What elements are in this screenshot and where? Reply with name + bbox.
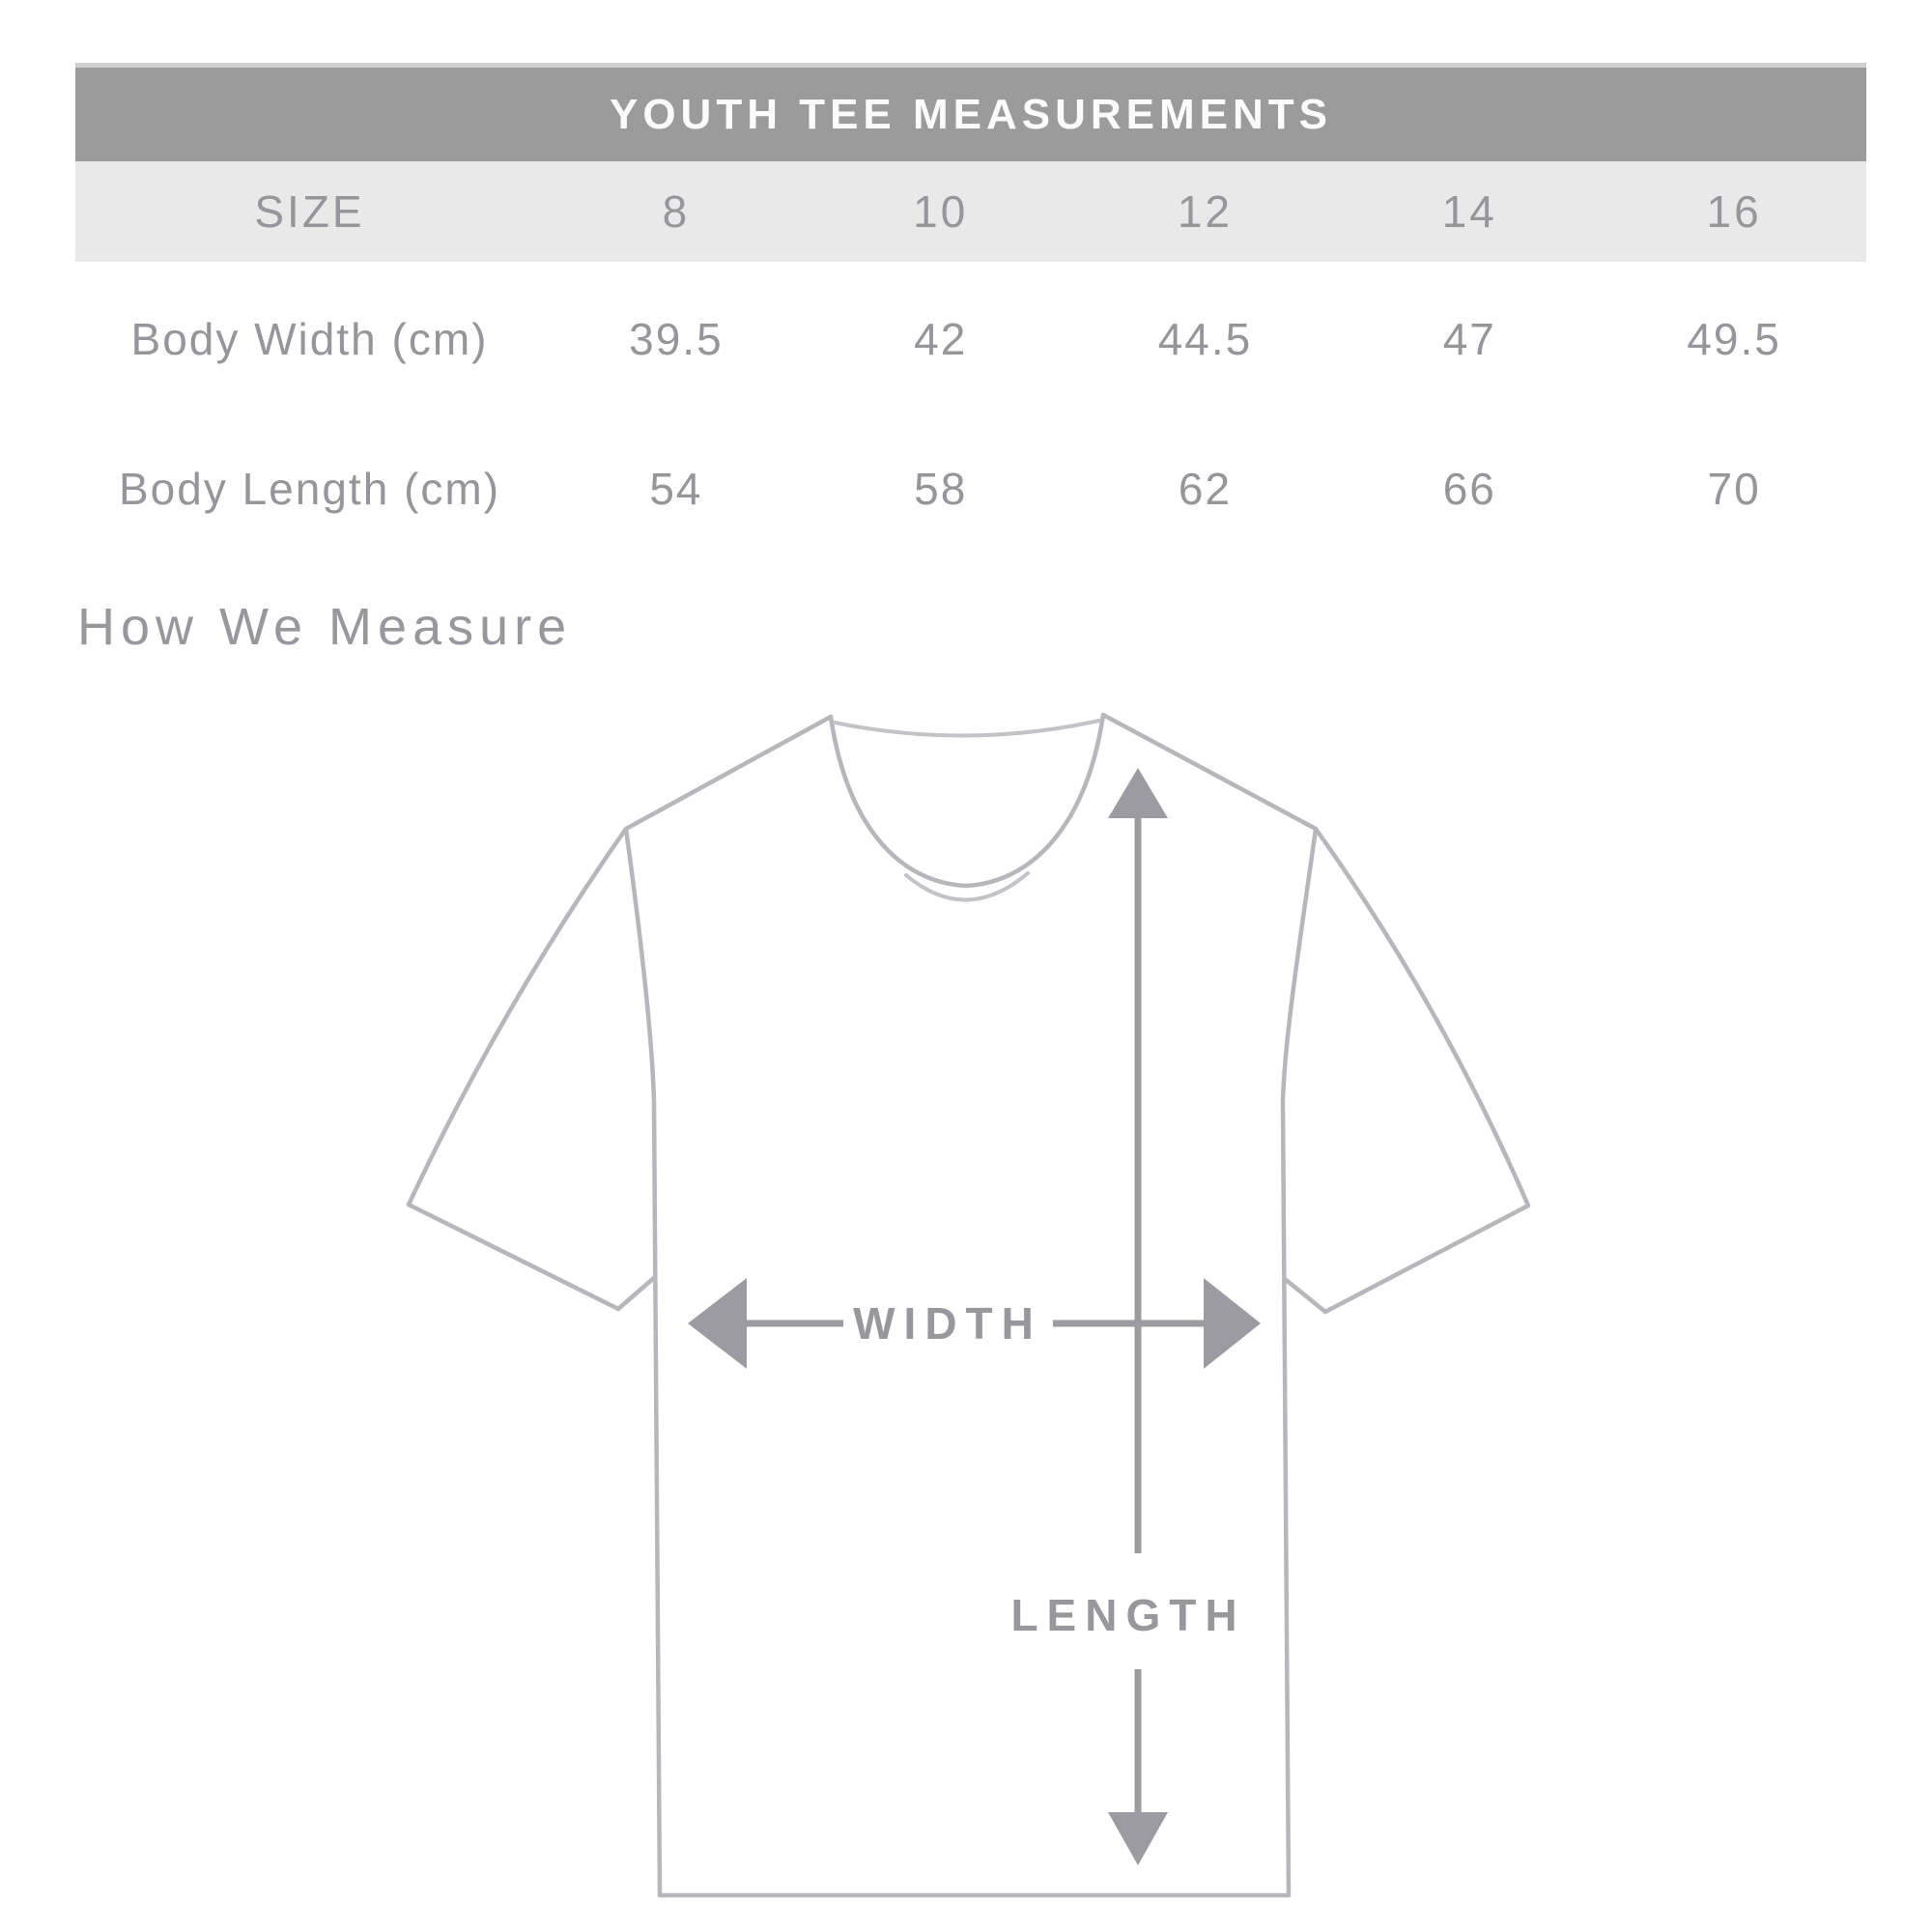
table-title-band: YOUTH TEE MEASUREMENTS [75,63,1866,161]
length-label: LENGTH [1010,1590,1245,1640]
table-title: YOUTH TEE MEASUREMENTS [609,90,1333,138]
body-length-size-12: 62 [1178,464,1233,514]
tee-measure-diagram: WIDTH LENGTH [406,712,1531,1898]
body-width-size-16: 49.5 [1687,314,1781,364]
size-header-row: SIZE 8 10 12 14 16 [75,161,1866,262]
youth-tee-measurements-table: YOUTH TEE MEASUREMENTS SIZE 8 10 12 14 1… [75,63,1866,561]
size-col-12: 12 [1177,186,1234,237]
size-col-10: 10 [913,186,969,237]
table-row-body-width: Body Width (cm) 39.5 42 44.5 47 49.5 [75,262,1866,416]
size-col-14: 14 [1441,186,1497,237]
body-length-size-10: 58 [914,464,968,514]
table-row-body-length: Body Length (cm) 54 58 62 66 70 [75,416,1866,561]
body-length-size-14: 66 [1442,464,1496,514]
body-width-size-8: 39.5 [629,314,724,364]
body-length-size-8: 54 [649,464,703,514]
tshirt-outline-icon [406,712,1531,1898]
size-label: SIZE [254,186,365,237]
size-col-8: 8 [662,186,691,237]
width-label: WIDTH [853,1298,1042,1349]
size-col-16: 16 [1706,186,1762,237]
body-width-size-12: 44.5 [1157,314,1253,364]
body-width-size-10: 42 [914,314,968,364]
how-we-measure-heading: How We Measure [77,598,573,656]
width-arrow-icon [688,1278,1261,1369]
row-label: Body Width (cm) [130,314,489,364]
body-width-size-14: 47 [1442,314,1496,364]
row-label: Body Length (cm) [118,464,501,514]
body-length-size-16: 70 [1707,464,1761,514]
length-arrow-icon [1108,768,1168,1865]
